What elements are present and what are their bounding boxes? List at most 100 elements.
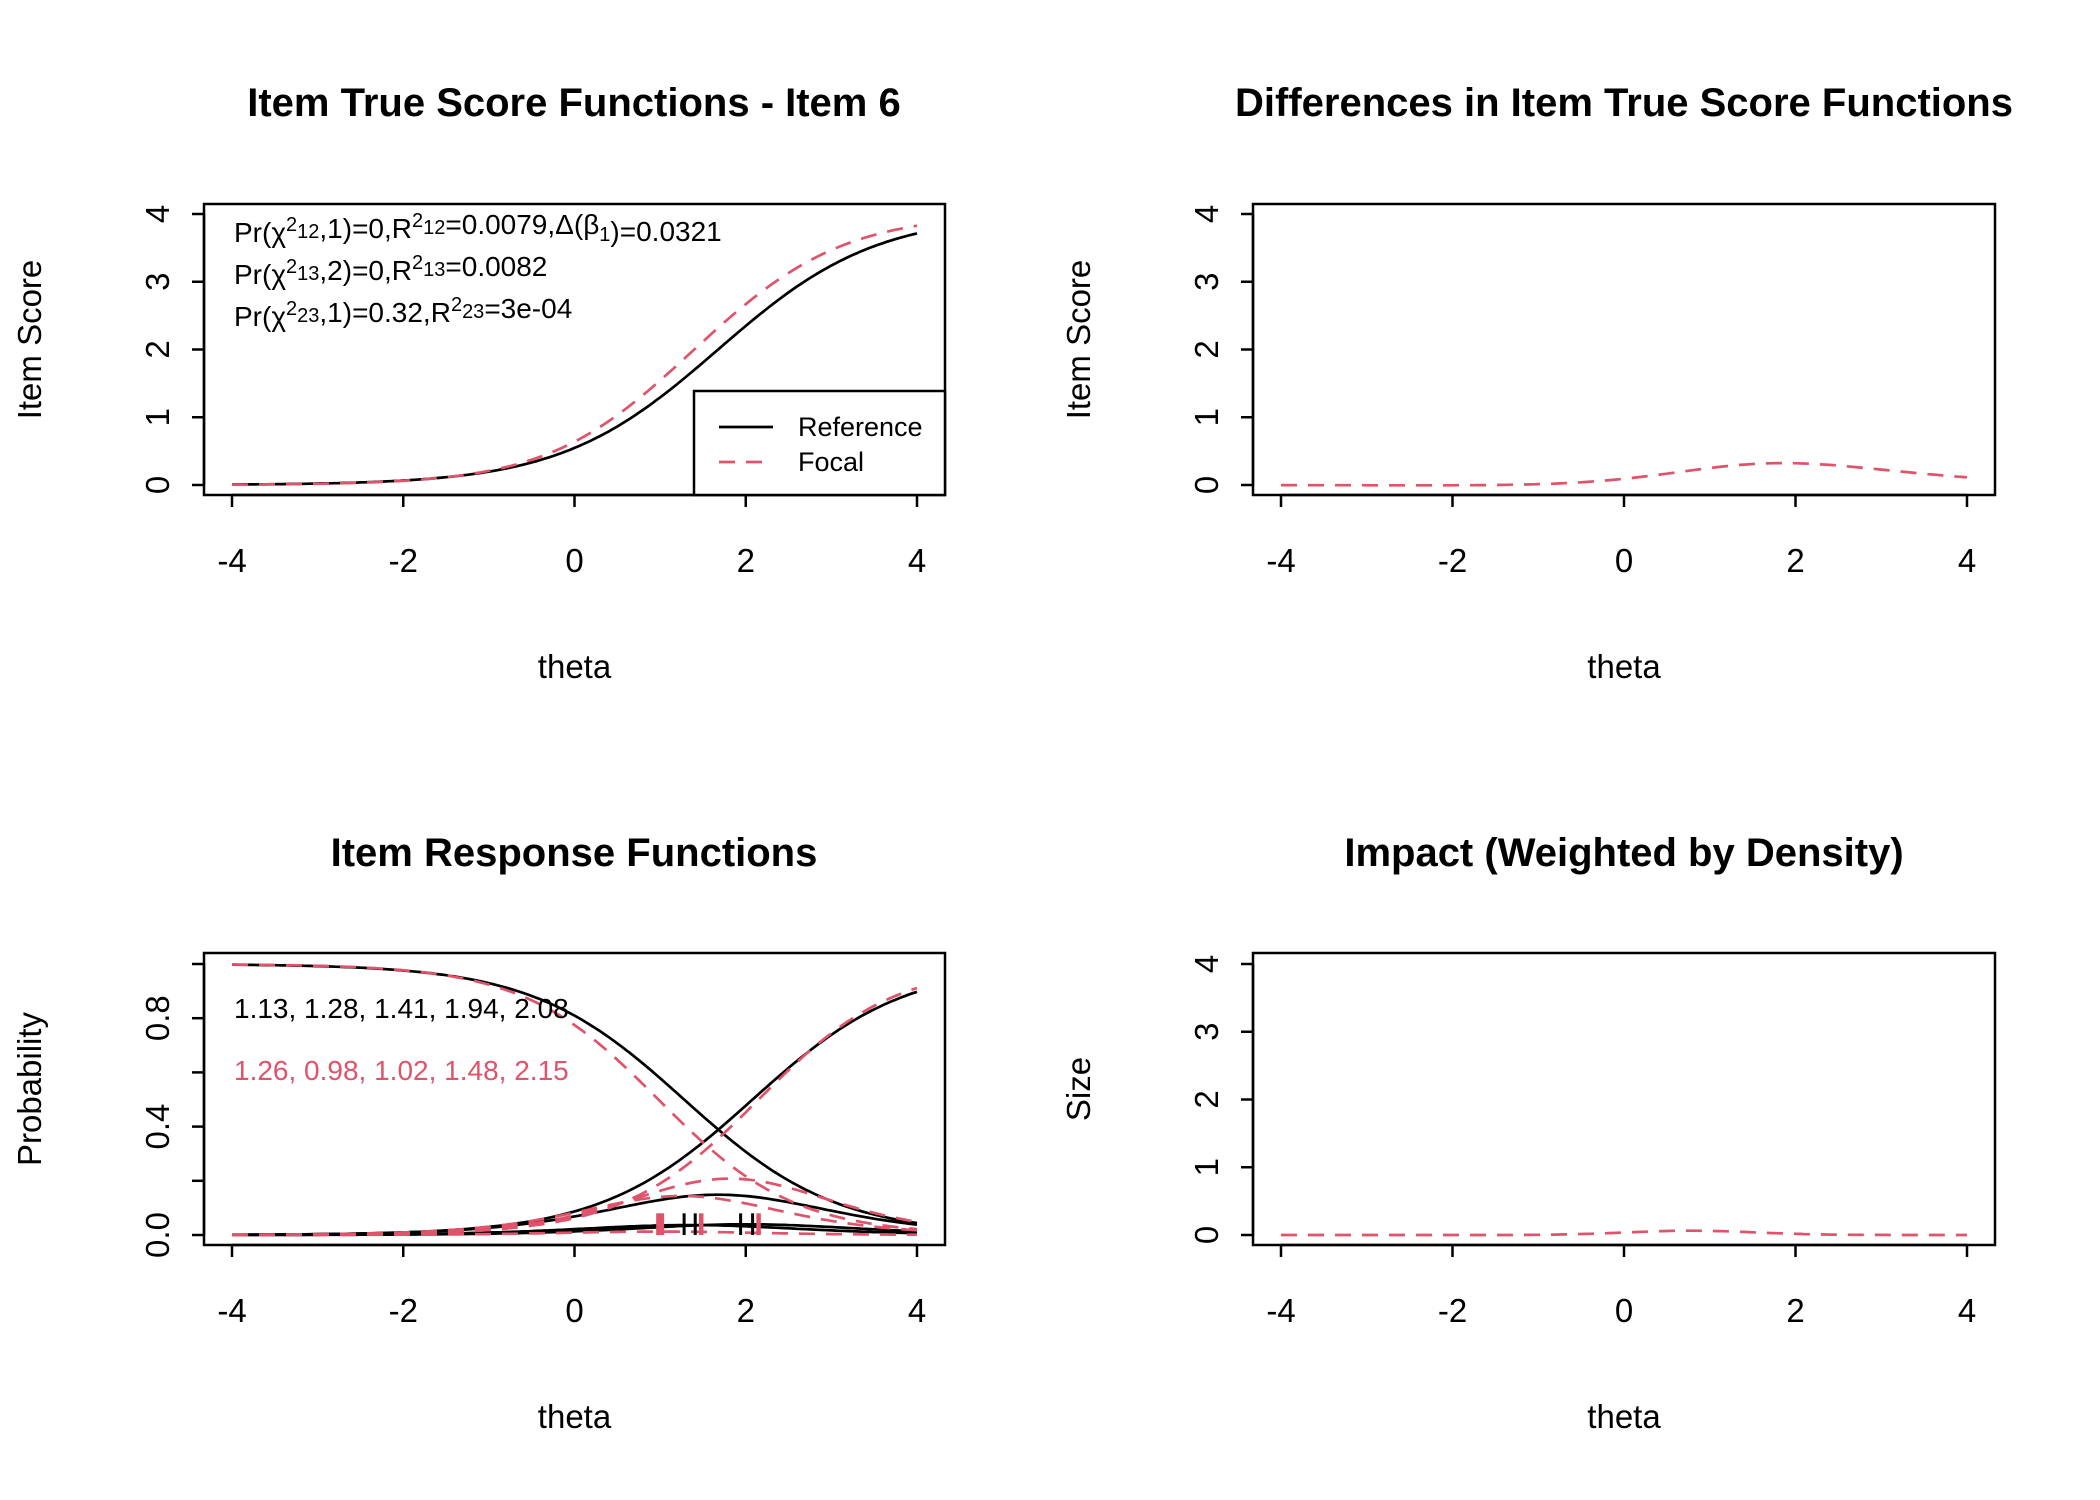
- y-axis-label: Item Score: [1060, 260, 1097, 420]
- x-tick-label: 2: [737, 542, 755, 579]
- annotation-part: 23: [462, 301, 484, 323]
- panel-2: Differences in Item True Score Functions…: [1060, 81, 2013, 685]
- panel-3: Item Response Functions -4 -2 0 2 4 theta 0.0 0.…: [11, 831, 947, 1435]
- x-axis-label: theta: [1587, 648, 1661, 685]
- plot-area: [231, 963, 918, 1237]
- y-tick-label: 4: [1188, 205, 1225, 223]
- annotation-part: 1: [599, 224, 610, 246]
- chart-title: Impact (Weighted by Density): [1344, 831, 1903, 875]
- series-line-focal: [231, 224, 918, 487]
- y-tick-label: 3: [139, 273, 176, 291]
- panel-4: Impact (Weighted by Density) -4 -2 0 2 4 theta…: [1060, 831, 1997, 1435]
- y-tick-label: 0.4: [139, 1104, 176, 1150]
- annotation-part: 2: [286, 298, 297, 320]
- annotation-part: )=0.0321: [610, 216, 721, 247]
- category-curve-reference-4: [232, 990, 918, 1237]
- x-tick-label: 0: [1615, 542, 1633, 579]
- x-tick-label: 0: [565, 1292, 583, 1329]
- x-axis-label: theta: [538, 1398, 612, 1435]
- x-axis-label: theta: [538, 648, 612, 685]
- legend-box: [692, 389, 947, 497]
- x-tick-label: 4: [1958, 1292, 1976, 1329]
- legend-label-reference: Reference: [798, 412, 923, 442]
- legend-label-focal: Focal: [798, 447, 864, 477]
- y-axis-label: Probability: [11, 1011, 48, 1166]
- y-tick-label: 0: [139, 476, 176, 494]
- panel-1: Item True Score Functions - Item 6 -4 -2 0 2…: [11, 81, 947, 685]
- annotation-part: =3e-04: [484, 293, 572, 324]
- y-tick-label: 1: [1188, 408, 1225, 426]
- x-tick-label: -4: [217, 1292, 246, 1329]
- plot-box: [1251, 202, 1997, 497]
- plot-area: [231, 224, 918, 487]
- x-tick-label: -2: [389, 1292, 418, 1329]
- annotation-part: 2: [286, 214, 297, 236]
- chart-title: Differences in Item True Score Functions: [1235, 81, 2013, 125]
- annotation-part: =0.0079,Δ(β: [445, 209, 599, 240]
- y-tick-label: 2: [1188, 1090, 1225, 1108]
- annotation-part: 2: [286, 256, 297, 278]
- annotation-part: Pr(: [234, 301, 272, 332]
- x-tick-label: -2: [389, 542, 418, 579]
- x-tick-label: -4: [1266, 542, 1295, 579]
- x-tick-label: 4: [908, 542, 926, 579]
- y-tick-label: 2: [1188, 340, 1225, 358]
- x-tick-label: 4: [908, 1292, 926, 1329]
- y-tick-label: 1: [139, 408, 176, 426]
- x-axis-label: theta: [1587, 1398, 1661, 1435]
- annotation-part: 13: [423, 259, 445, 281]
- y-tick-label: 3: [1188, 273, 1225, 291]
- x-tick-label: 2: [737, 1292, 755, 1329]
- plot-area: [1281, 1229, 1967, 1237]
- annotation-part: χ: [271, 301, 286, 332]
- category-curve-focal-4: [232, 986, 918, 1237]
- annotation-text: Pr(χ212,1)=0,R212=0.0079,Δ(β1)=0.0321: [234, 209, 722, 248]
- x-tick-label: 4: [1958, 542, 1976, 579]
- y-tick-label: 1: [1188, 1158, 1225, 1176]
- annotation-part: ,1)=0.32,R: [319, 297, 451, 328]
- x-tick-label: -2: [1438, 1292, 1467, 1329]
- plot-box: [1251, 951, 1997, 1247]
- y-tick-label: 4: [139, 205, 176, 223]
- reference-parameters-label: 1.13, 1.28, 1.41, 1.94, 2.08: [234, 993, 569, 1024]
- annotation-part: 12: [423, 217, 445, 239]
- y-tick-label: 3: [1188, 1023, 1225, 1041]
- annotation-part: 12: [297, 221, 319, 243]
- annotation-part: 2: [412, 252, 423, 274]
- y-tick-label: 0.8: [139, 995, 176, 1041]
- x-tick-label: -2: [1438, 542, 1467, 579]
- annotation-part: Pr(: [234, 217, 272, 248]
- series-line-impact: [1281, 1229, 1967, 1237]
- x-tick-label: -4: [1266, 1292, 1295, 1329]
- x-tick-label: -4: [217, 542, 246, 579]
- annotation-part: ,1)=0,R: [319, 213, 412, 244]
- annotation-part: =0.0082: [445, 251, 547, 282]
- focal-parameters-label: 1.26, 0.98, 1.02, 1.48, 2.15: [234, 1055, 569, 1086]
- y-axis-label: Item Score: [11, 260, 48, 420]
- x-tick-label: 0: [1615, 1292, 1633, 1329]
- y-tick-label: 2: [139, 340, 176, 358]
- y-axis-label: Size: [1060, 1057, 1097, 1121]
- annotation-text: Pr(χ213,2)=0,R213=0.0082: [234, 251, 547, 290]
- annotation-text: Pr(χ223,1)=0.32,R223=3e-04: [234, 293, 572, 332]
- category-curve-focal-0: [232, 963, 918, 1231]
- annotation-part: 2: [412, 210, 423, 232]
- y-tick-label: 0: [1188, 476, 1225, 494]
- y-tick-label: 0: [1188, 1226, 1225, 1244]
- annotation-part: 13: [297, 263, 319, 285]
- plot-area: [1281, 461, 1968, 487]
- chart-title: Item Response Functions: [331, 831, 818, 875]
- annotation-part: Pr(: [234, 259, 272, 290]
- series-line-difference: [1281, 461, 1968, 487]
- annotation-part: χ: [271, 259, 286, 290]
- x-tick-label: 2: [1786, 542, 1804, 579]
- chart-title: Item True Score Functions - Item 6: [247, 81, 900, 125]
- y-tick-label: 0.0: [139, 1212, 176, 1258]
- y-tick-label: 4: [1188, 955, 1225, 973]
- annotation-part: χ: [271, 217, 286, 248]
- x-tick-label: 0: [565, 542, 583, 579]
- annotation-part: ,2)=0,R: [319, 255, 412, 286]
- annotation-part: 23: [297, 305, 319, 327]
- x-tick-label: 2: [1786, 1292, 1804, 1329]
